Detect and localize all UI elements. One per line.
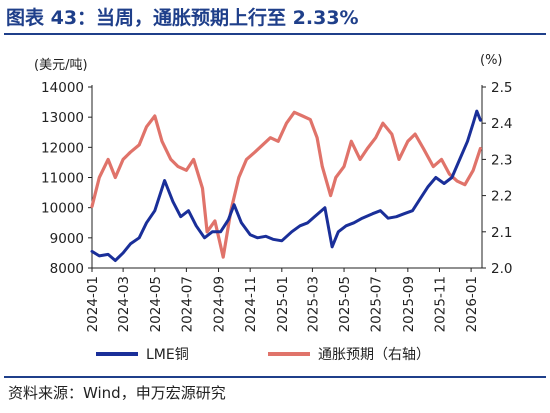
title-rule — [4, 33, 546, 35]
left-tick-label: 9000 — [50, 231, 84, 247]
x-tick-label: 2025-03 — [305, 276, 321, 332]
x-tick-label: 2025-01 — [275, 276, 291, 332]
x-tick-label: 2024-07 — [179, 276, 195, 332]
series-lines — [90, 109, 482, 262]
x-tick-label: 2024-11 — [243, 276, 259, 332]
x-tick-label: 2025-07 — [369, 276, 385, 332]
right-tick-label: 2.0 — [491, 261, 512, 277]
axes: 14000 13000 12000 11000 10000 9000 8000 2.5 2.4 2… — [41, 80, 512, 332]
legend-label-copper: LME铜 — [146, 347, 189, 363]
left-tick-label: 13000 — [41, 110, 84, 126]
series-line-inflation — [90, 110, 482, 259]
left-tick-label: 11000 — [41, 171, 84, 187]
x-tick-label: 2024-05 — [148, 276, 164, 332]
x-tick-label: 2024-03 — [116, 276, 132, 332]
left-tick-label: 12000 — [41, 140, 84, 156]
x-tick-label: 2025-05 — [337, 276, 353, 332]
right-axis-unit: (%) — [480, 53, 503, 68]
legend: LME铜 通胀预期（右轴） — [96, 347, 430, 363]
series-line-copper — [90, 109, 482, 262]
left-axis-unit: (美元/吨) — [34, 58, 88, 73]
right-tick-label: 2.3 — [491, 152, 512, 168]
left-tick-label: 10000 — [41, 201, 84, 217]
left-tick-label: 14000 — [41, 80, 84, 96]
x-tick-label: 2024-09 — [212, 276, 228, 332]
right-tick-label: 2.2 — [491, 189, 512, 205]
x-tick-label: 2026-01 — [464, 276, 480, 332]
footer-rule — [4, 376, 546, 378]
legend-label-inflation: 通胀预期（右轴） — [318, 347, 430, 363]
right-tick-label: 2.4 — [491, 116, 512, 132]
x-tick-label: 2024-01 — [85, 276, 101, 332]
chart-title: 图表 43：当周，通胀预期上行至 2.33% — [6, 7, 359, 29]
left-tick-label: 8000 — [50, 261, 84, 277]
right-tick-label: 2.1 — [491, 225, 512, 241]
x-tick-label: 2025-11 — [432, 276, 448, 332]
right-tick-label: 2.5 — [491, 80, 512, 96]
source-note: 资料来源：Wind，申万宏源研究 — [8, 384, 226, 402]
x-tick-label: 2025-09 — [401, 276, 417, 332]
